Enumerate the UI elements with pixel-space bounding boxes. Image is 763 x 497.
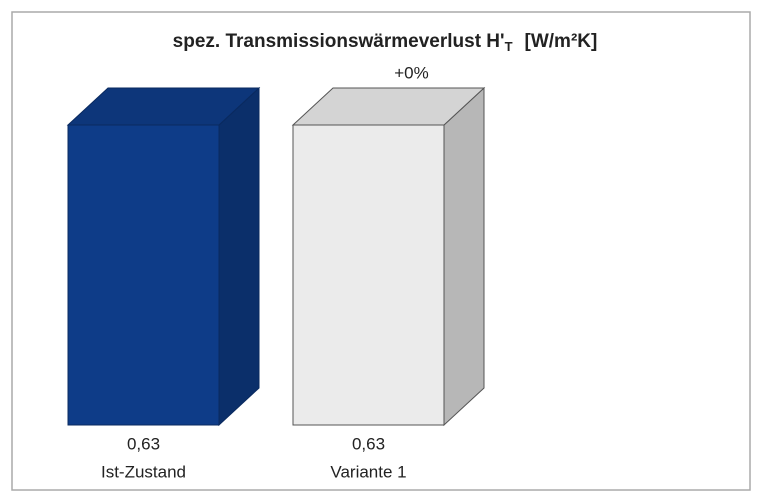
x-tick-label: Variante 1 xyxy=(330,462,406,481)
title-main: spez. Transmissionswärmeverlust H' xyxy=(173,31,505,52)
bar-side xyxy=(443,86,485,427)
bar-side xyxy=(218,86,260,427)
bar xyxy=(67,124,220,426)
chart-title: spez. Transmissionswärmeverlust H'T [W/m²… xyxy=(173,31,598,54)
bar xyxy=(292,124,445,426)
annotation: +0% xyxy=(394,63,429,82)
x-tick-label: Ist-Zustand xyxy=(101,462,186,481)
value-label: 0,63 xyxy=(352,434,385,453)
title-unit: [W/m²K] xyxy=(525,31,598,52)
title-subscript: T xyxy=(505,39,513,54)
value-label: 0,63 xyxy=(127,434,160,453)
